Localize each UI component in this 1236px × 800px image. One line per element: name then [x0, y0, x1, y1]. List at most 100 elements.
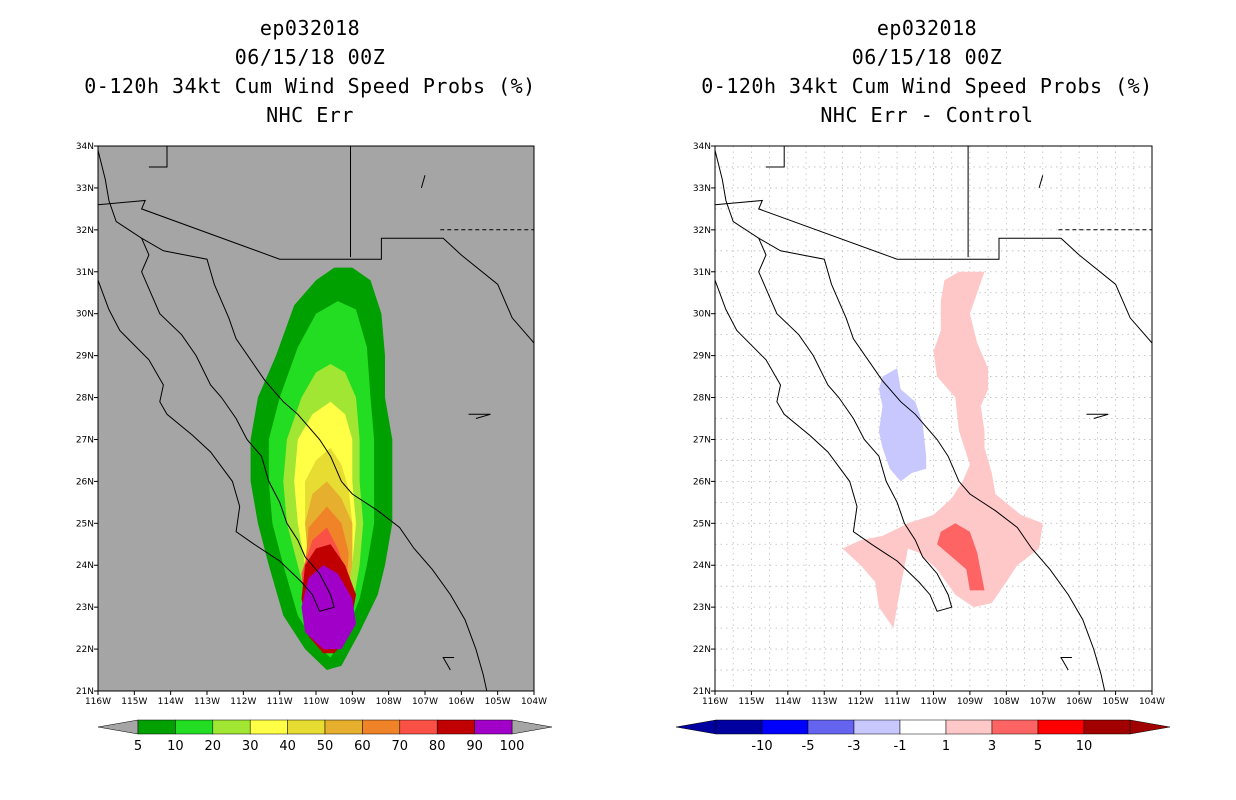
- left-colorbar-label: 40: [279, 739, 296, 754]
- right-colorbar-label: 10: [1076, 739, 1093, 754]
- right-contour-3: [937, 523, 985, 591]
- right-y-tick-label: 25N: [693, 519, 711, 529]
- left-colorbar-swatch: [436, 719, 475, 735]
- right-y-tick-label: 32N: [693, 226, 711, 236]
- left-y-tick-label: 26N: [76, 477, 94, 487]
- left-x-tick-label: 109W: [339, 697, 365, 707]
- left-colorbar-label: 30: [242, 739, 259, 754]
- right-island: [1086, 413, 1109, 419]
- right-x-tick-label: 109W: [957, 697, 983, 707]
- left-coastline-mainland: [141, 237, 488, 691]
- right-y-tick-label: 33N: [693, 184, 711, 194]
- right-political-border: [715, 199, 1152, 344]
- left-colorbar-label: 50: [317, 739, 334, 754]
- right-x-tick-label: 106W: [1066, 697, 1092, 707]
- left-y-tick-label: 24N: [76, 561, 94, 571]
- left-political-border: [98, 199, 534, 344]
- left-y-tick-label: 29N: [76, 352, 94, 362]
- right-map-content: [715, 146, 1152, 691]
- right-colorbar-swatch: [807, 719, 855, 735]
- left-x-tick-label: 110W: [303, 697, 329, 707]
- left-colorbar-swatch: [324, 719, 363, 735]
- left-chart-subtitle: NHC Err: [266, 103, 354, 127]
- right-y-tick-label: 34N: [693, 142, 711, 152]
- right-y-tick-label: 28N: [693, 394, 711, 404]
- left-panel-title-block: ep032018 06/15/18 00Z 0-120h 34kt Cum Wi…: [0, 14, 620, 130]
- right-storm-id: ep032018: [876, 16, 978, 40]
- left-colorbar-swatch: [362, 719, 401, 735]
- left-y-tick-label: 33N: [76, 184, 94, 194]
- left-colorbar-swatch: [212, 719, 251, 735]
- right-coastline-mainland: [758, 237, 1106, 691]
- left-colorbar: 5 10 20 30 40 50 60 70 80 90 100: [97, 719, 553, 754]
- left-colorbar-swatch: [249, 719, 288, 735]
- left-y-tick-label: 27N: [76, 435, 94, 445]
- right-date: 06/15/18 00Z: [851, 45, 1003, 69]
- left-x-tick-label: 105W: [485, 697, 511, 707]
- right-colorbar-swatch: [715, 719, 763, 735]
- right-island: [1060, 657, 1072, 671]
- left-colorbar-swatch: [137, 719, 176, 735]
- right-contour-1: [842, 271, 1043, 629]
- left-y-tick-label: 34N: [76, 142, 94, 152]
- left-colorbar-label: 70: [392, 739, 409, 754]
- right-y-tick-label: 24N: [693, 561, 711, 571]
- left-y-tick-label: 23N: [76, 603, 94, 613]
- right-chart-subtitle: NHC Err - Control: [820, 103, 1034, 127]
- left-x-tick-label: 114W: [158, 697, 184, 707]
- left-contour-90: [301, 565, 356, 650]
- right-y-tick-label: 27N: [693, 435, 711, 445]
- right-y-tick-label: 31N: [693, 268, 711, 278]
- right-x-tick-label: 108W: [993, 697, 1019, 707]
- left-y-tick-label: 32N: [76, 226, 94, 236]
- right-y-tick-label: 22N: [693, 645, 711, 655]
- left-colorbar-swatch: [287, 719, 326, 735]
- right-x-tick-label: 112W: [848, 697, 874, 707]
- left-colorbar-label: 60: [354, 739, 371, 754]
- right-x-tick-label: 111W: [884, 697, 910, 707]
- left-colorbar-high-arrow: [511, 719, 553, 735]
- left-map-content: [98, 146, 534, 691]
- left-y-tick-label: 22N: [76, 645, 94, 655]
- right-y-tick-label: 23N: [693, 603, 711, 613]
- left-colorbar-label: 5: [134, 739, 142, 754]
- left-colorbar-swatch: [175, 719, 214, 735]
- left-map-plot: 116W 115W 114W 113W 112W 111W 110W 109W 108W 107W…: [76, 142, 553, 754]
- right-colorbar-label: 3: [988, 739, 996, 754]
- right-colorbar-label: -5: [802, 739, 815, 754]
- right-coastline-baja: [715, 150, 953, 612]
- left-colorbar-label: 80: [429, 739, 446, 754]
- right-x-tick-label: 104W: [1139, 697, 1165, 707]
- left-colorbar-label: 10: [167, 739, 184, 754]
- right-x-tick-label: 116W: [702, 697, 728, 707]
- right-x-tick-label: 105W: [1103, 697, 1129, 707]
- left-colorbar-label: 100: [500, 739, 525, 754]
- right-colorbar-swatch: [991, 719, 1039, 735]
- right-colorbar-label: 5: [1034, 739, 1042, 754]
- left-storm-id: ep032018: [259, 16, 361, 40]
- left-y-tick-label: 28N: [76, 394, 94, 404]
- right-panel-title-block: ep032018 06/15/18 00Z 0-120h 34kt Cum Wi…: [617, 14, 1236, 130]
- left-colorbar-swatch: [399, 719, 438, 735]
- left-x-tick-label: 113W: [194, 697, 220, 707]
- left-coastline-baja: [98, 150, 335, 612]
- right-y-tick-label: 26N: [693, 477, 711, 487]
- left-island: [420, 175, 426, 189]
- right-colorbar-label: -1: [894, 739, 907, 754]
- left-chart-title: 0-120h 34kt Cum Wind Speed Probs (%): [84, 74, 536, 98]
- right-colorbar-low-arrow: [675, 719, 717, 735]
- right-y-tick-label: 29N: [693, 352, 711, 362]
- right-colorbar-swatch: [761, 719, 809, 735]
- right-map-plot: 116W 115W 114W 113W 112W 111W 110W 109W 108W 107W…: [675, 142, 1171, 754]
- right-colorbar-label: -10: [751, 739, 772, 754]
- right-x-tick-label: 114W: [775, 697, 801, 707]
- left-political-border: [148, 146, 168, 168]
- left-island: [442, 657, 455, 671]
- left-date: 06/15/18 00Z: [234, 45, 386, 69]
- left-x-tick-label: 116W: [85, 697, 111, 707]
- left-x-tick-label: 108W: [376, 697, 402, 707]
- left-y-tick-label: 25N: [76, 519, 94, 529]
- right-x-tick-label: 113W: [811, 697, 837, 707]
- left-colorbar-low-arrow: [97, 719, 139, 735]
